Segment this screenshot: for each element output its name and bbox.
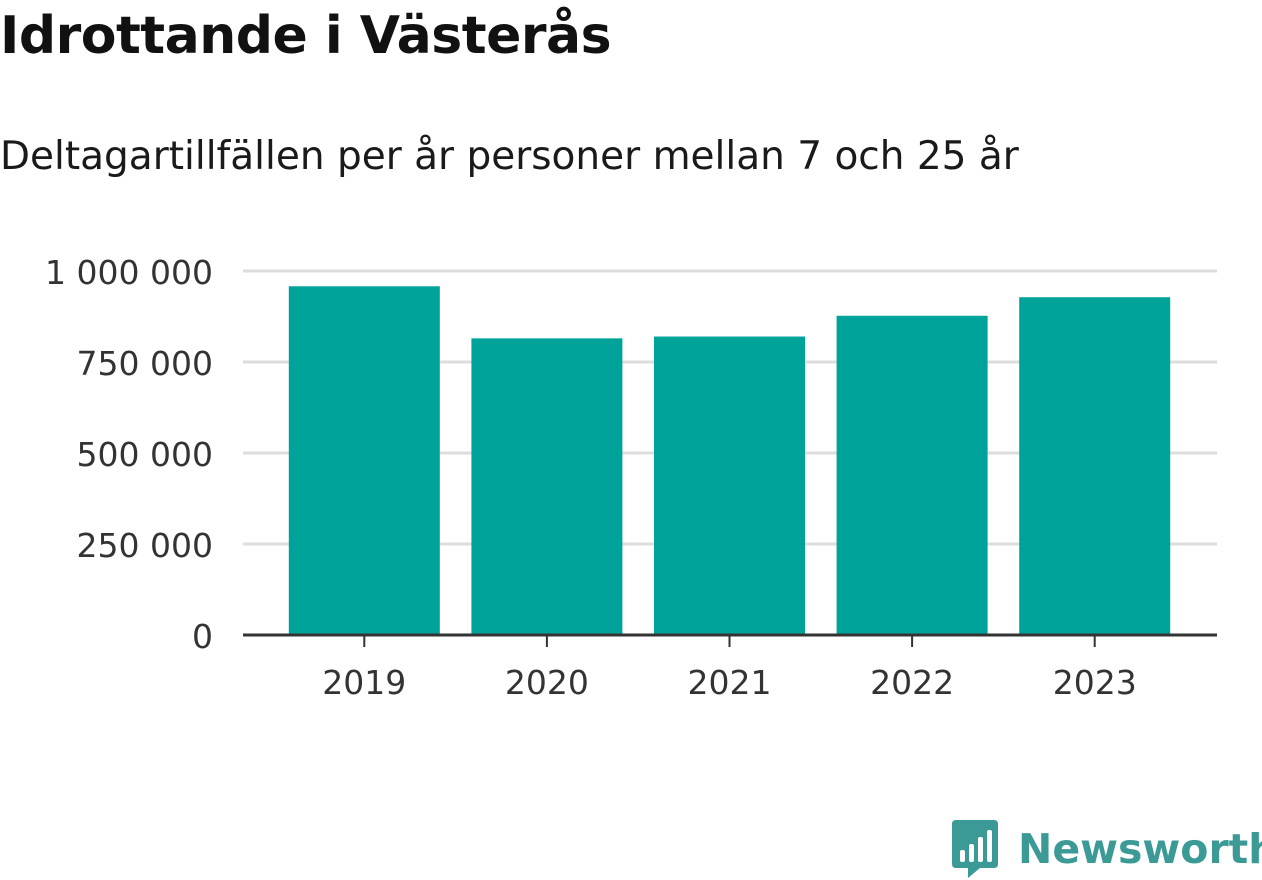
x-tick-label: 2022 bbox=[870, 663, 954, 702]
chart-title: Idrottande i Västerås bbox=[0, 6, 612, 66]
bar-2019 bbox=[288, 286, 440, 635]
newsworthy-logo: Newsworthy bbox=[950, 818, 1262, 880]
chart-subtitle: Deltagartillfällen per år personer mella… bbox=[0, 134, 1019, 179]
bar-chart-badge-icon bbox=[952, 820, 998, 878]
bar-2023 bbox=[1019, 297, 1171, 635]
bar-2021 bbox=[654, 336, 805, 635]
y-tick-label: 1 000 000 bbox=[45, 253, 213, 292]
x-tick-label: 2020 bbox=[505, 663, 589, 702]
x-tick-label: 2019 bbox=[322, 663, 406, 702]
y-axis-ticks: 0 250 000 500 000 750 000 1 000 000 bbox=[45, 253, 213, 656]
x-tick-label: 2021 bbox=[688, 663, 772, 702]
y-tick-label: 0 bbox=[192, 617, 213, 656]
y-tick-label: 750 000 bbox=[77, 344, 213, 383]
bars bbox=[288, 286, 1171, 635]
y-tick-label: 500 000 bbox=[77, 435, 213, 474]
bar-2020 bbox=[471, 338, 623, 635]
x-tick-label: 2023 bbox=[1053, 663, 1137, 702]
y-tick-label: 250 000 bbox=[77, 526, 213, 565]
bar-2022 bbox=[836, 315, 988, 635]
x-axis: 2019 2020 2021 2022 2023 bbox=[243, 633, 1217, 702]
logo-text: Newsworthy bbox=[1018, 825, 1262, 873]
